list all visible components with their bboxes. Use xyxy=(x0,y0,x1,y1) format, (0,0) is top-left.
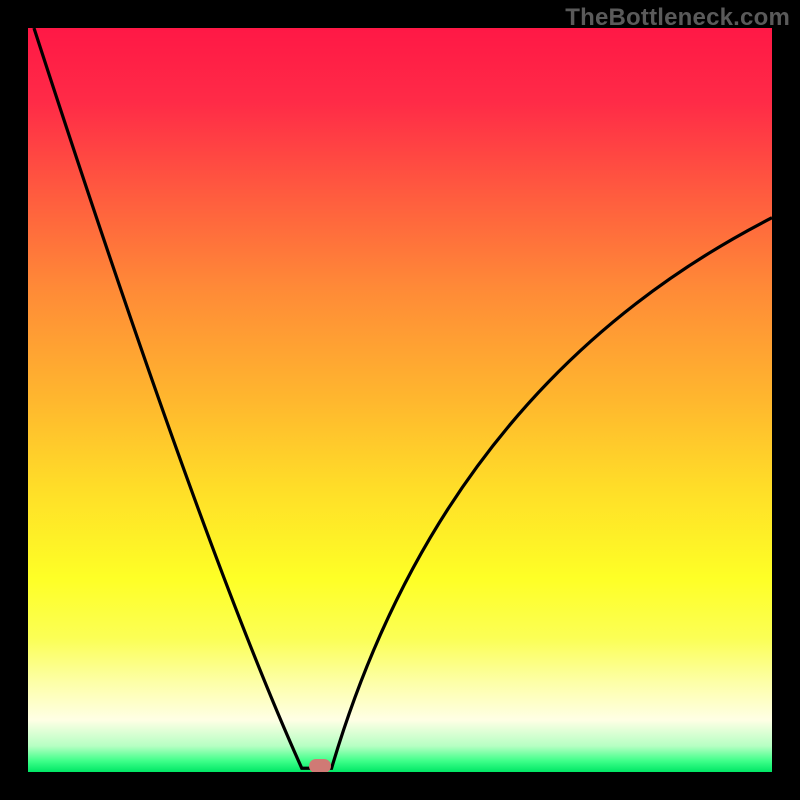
plot-area xyxy=(28,28,772,772)
chart-container: TheBottleneck.com xyxy=(0,0,800,800)
watermark-text: TheBottleneck.com xyxy=(565,4,790,32)
optimal-point-marker xyxy=(309,759,331,773)
